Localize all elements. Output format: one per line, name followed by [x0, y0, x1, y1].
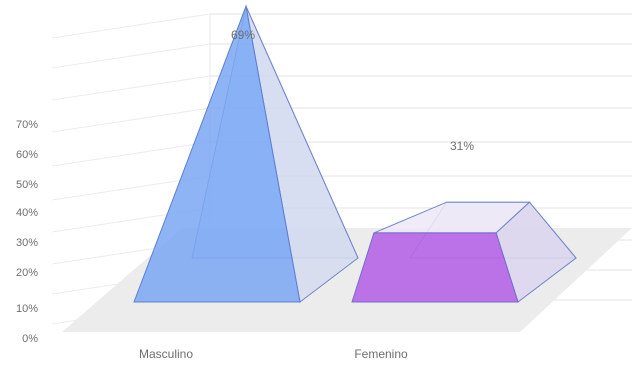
data-label-femenino: 31% — [450, 139, 474, 153]
data-label-masculino: 69% — [231, 28, 255, 42]
side-gridline — [51, 75, 211, 101]
y-tick-label: 20% — [16, 267, 38, 279]
side-gridline — [51, 13, 211, 39]
bars-layer — [133, 4, 578, 303]
side-gridline — [51, 43, 211, 69]
labels-layer: 0% 10% 20% 30% 40% 50% 60% 70% Masculino… — [16, 28, 474, 361]
category-label-femenino: Femenino — [354, 347, 408, 361]
y-tick-label: 0% — [22, 333, 38, 345]
bar-masculino — [133, 4, 301, 303]
y-tick-label: 50% — [16, 179, 38, 191]
y-tick-label: 70% — [16, 119, 38, 131]
bar-femenino — [351, 232, 519, 303]
side-gridline — [51, 107, 211, 133]
y-tick-label: 10% — [16, 303, 38, 315]
y-tick-label: 40% — [16, 207, 38, 219]
y-tick-label: 30% — [16, 237, 38, 249]
y-tick-label: 60% — [16, 149, 38, 161]
side-gridline — [51, 141, 211, 167]
category-label-masculino: Masculino — [139, 347, 193, 361]
